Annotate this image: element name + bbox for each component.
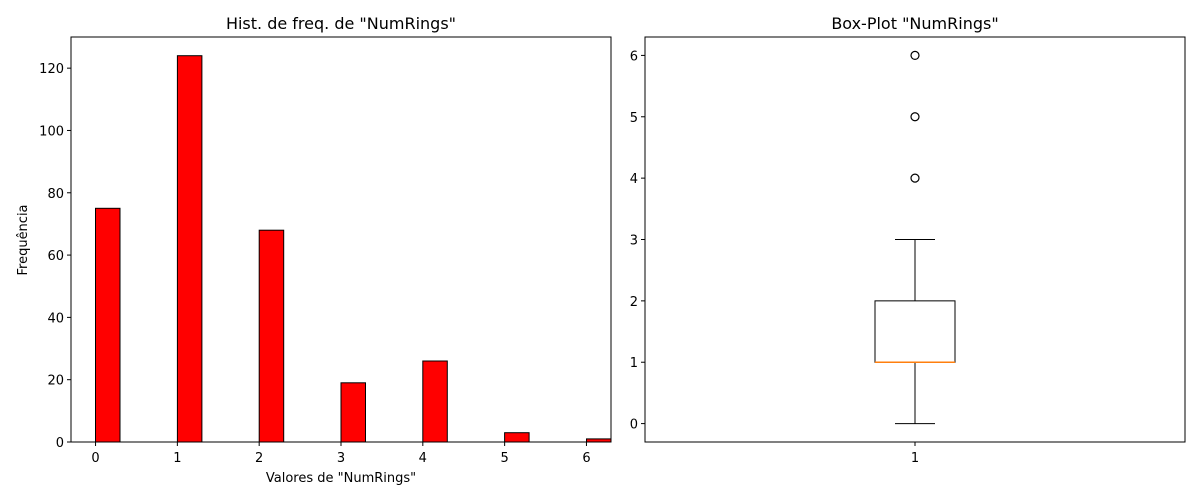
histogram-y-tick-label: 20 <box>47 374 64 389</box>
histogram-x-tick-label: 0 <box>91 451 99 466</box>
histogram-y-ticks: 0 20 40 60 80 100 120 <box>39 62 71 451</box>
histogram-bar <box>340 382 366 443</box>
histogram-bar <box>176 55 203 443</box>
boxplot-marks <box>874 50 956 425</box>
boxplot-x-tick-label: 1 <box>911 451 919 466</box>
histogram-x-tick-label: 2 <box>255 451 263 466</box>
histogram-x-tick-label: 5 <box>500 451 508 466</box>
histogram-bar <box>95 207 121 443</box>
boxplot-chart: Box-Plot "NumRings" 0 1 2 3 4 5 6 1 <box>630 14 1186 466</box>
histogram-y-tick-label: 60 <box>47 249 64 264</box>
histogram-x-ticks: 0 1 2 3 4 5 6 <box>91 442 591 466</box>
histogram-y-axis-label: Frequência <box>16 204 31 275</box>
boxplot-plot-frame <box>644 36 1186 443</box>
boxplot-y-tick-label: 0 <box>630 418 638 433</box>
histogram-y-tick-label: 80 <box>47 187 64 202</box>
boxplot-y-tick-label: 2 <box>630 295 638 310</box>
histogram-x-tick-label: 6 <box>582 451 590 466</box>
histogram-bar <box>422 360 448 443</box>
boxplot-y-ticks: 0 1 2 3 4 5 6 <box>630 49 645 433</box>
histogram-x-tick-label: 3 <box>337 451 345 466</box>
histogram-x-tick-label: 1 <box>173 451 181 466</box>
boxplot-outlier-point <box>910 112 920 122</box>
histogram-chart: Hist. de freq. de "NumRings" Frequência … <box>16 14 612 486</box>
boxplot-y-tick-label: 5 <box>630 111 638 126</box>
boxplot-y-tick-label: 3 <box>630 234 638 249</box>
histogram-plot-frame <box>70 36 612 443</box>
histogram-y-tick-label: 0 <box>56 436 64 451</box>
histogram-title: Hist. de freq. de "NumRings" <box>226 14 456 33</box>
histogram-bar <box>258 229 285 443</box>
histogram-y-tick-label: 40 <box>47 311 64 326</box>
histogram-x-tick-label: 4 <box>419 451 427 466</box>
boxplot-outlier-point <box>910 173 920 183</box>
boxplot-box <box>874 300 956 363</box>
histogram-bar <box>504 432 530 443</box>
boxplot-outlier-point <box>910 50 920 61</box>
boxplot-y-tick-label: 1 <box>630 356 638 371</box>
boxplot-y-tick-label: 6 <box>630 49 638 64</box>
histogram-x-axis-label: Valores de "NumRings" <box>266 471 416 486</box>
histogram-y-tick-label: 100 <box>39 124 64 139</box>
boxplot-title: Box-Plot "NumRings" <box>831 14 998 33</box>
boxplot-y-tick-label: 4 <box>630 172 638 187</box>
boxplot-x-ticks: 1 <box>911 442 919 466</box>
histogram-y-tick-label: 120 <box>39 62 64 77</box>
histogram-bars <box>95 55 612 443</box>
